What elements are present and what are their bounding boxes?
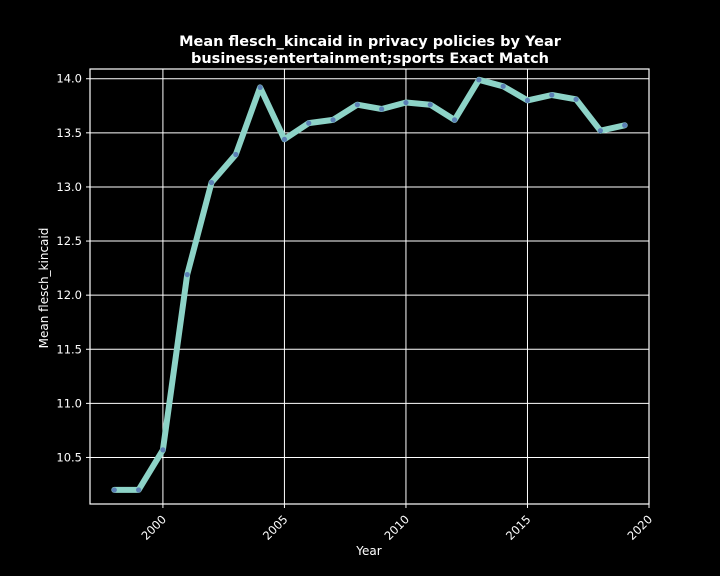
data-point (160, 447, 166, 453)
x-tick-label: 2020 (625, 512, 656, 543)
y-tick-label: 12.5 (56, 234, 82, 248)
data-point (257, 84, 263, 90)
chart-subtitle: business;entertainment;sports Exact Matc… (191, 51, 549, 67)
data-point (136, 487, 142, 493)
data-point (208, 180, 215, 186)
data-point (330, 117, 336, 123)
chart-title: Mean flesch_kincaid in privacy policies … (179, 34, 562, 50)
x-axis-label: Year (355, 544, 381, 558)
grid (90, 69, 650, 504)
data-point (476, 77, 482, 83)
data-point (500, 83, 506, 89)
data-point (403, 99, 409, 106)
x-tick-label: 2000 (138, 512, 169, 543)
data-point (427, 102, 433, 108)
data-point (354, 102, 360, 108)
data-point (233, 151, 239, 158)
y-tick-label: 12.0 (56, 288, 82, 302)
y-tick-label: 13.0 (56, 180, 82, 194)
series-line (111, 76, 628, 493)
y-axis-label: Mean flesch_kincaid (37, 228, 51, 349)
data-point (549, 92, 555, 98)
y-tick-label: 11.0 (56, 396, 82, 410)
data-point (524, 97, 531, 103)
y-tick-label: 14.0 (56, 72, 82, 86)
data-point (573, 96, 579, 102)
data-point (451, 117, 458, 123)
x-tick-label: 2005 (260, 512, 291, 543)
x-tick-label: 2010 (381, 512, 412, 543)
y-tick-label: 13.5 (56, 126, 82, 140)
x-tick-label: 2015 (503, 512, 534, 543)
data-point (111, 487, 117, 493)
data-point (306, 120, 312, 126)
data-point (379, 106, 385, 112)
plot-frame (89, 68, 650, 505)
y-tick-label: 11.5 (56, 342, 82, 356)
series-markers (111, 77, 628, 493)
data-point (622, 122, 628, 128)
data-point (184, 271, 190, 278)
data-point (597, 128, 603, 134)
data-point (281, 136, 288, 142)
y-tick-label: 10.5 (56, 450, 82, 464)
